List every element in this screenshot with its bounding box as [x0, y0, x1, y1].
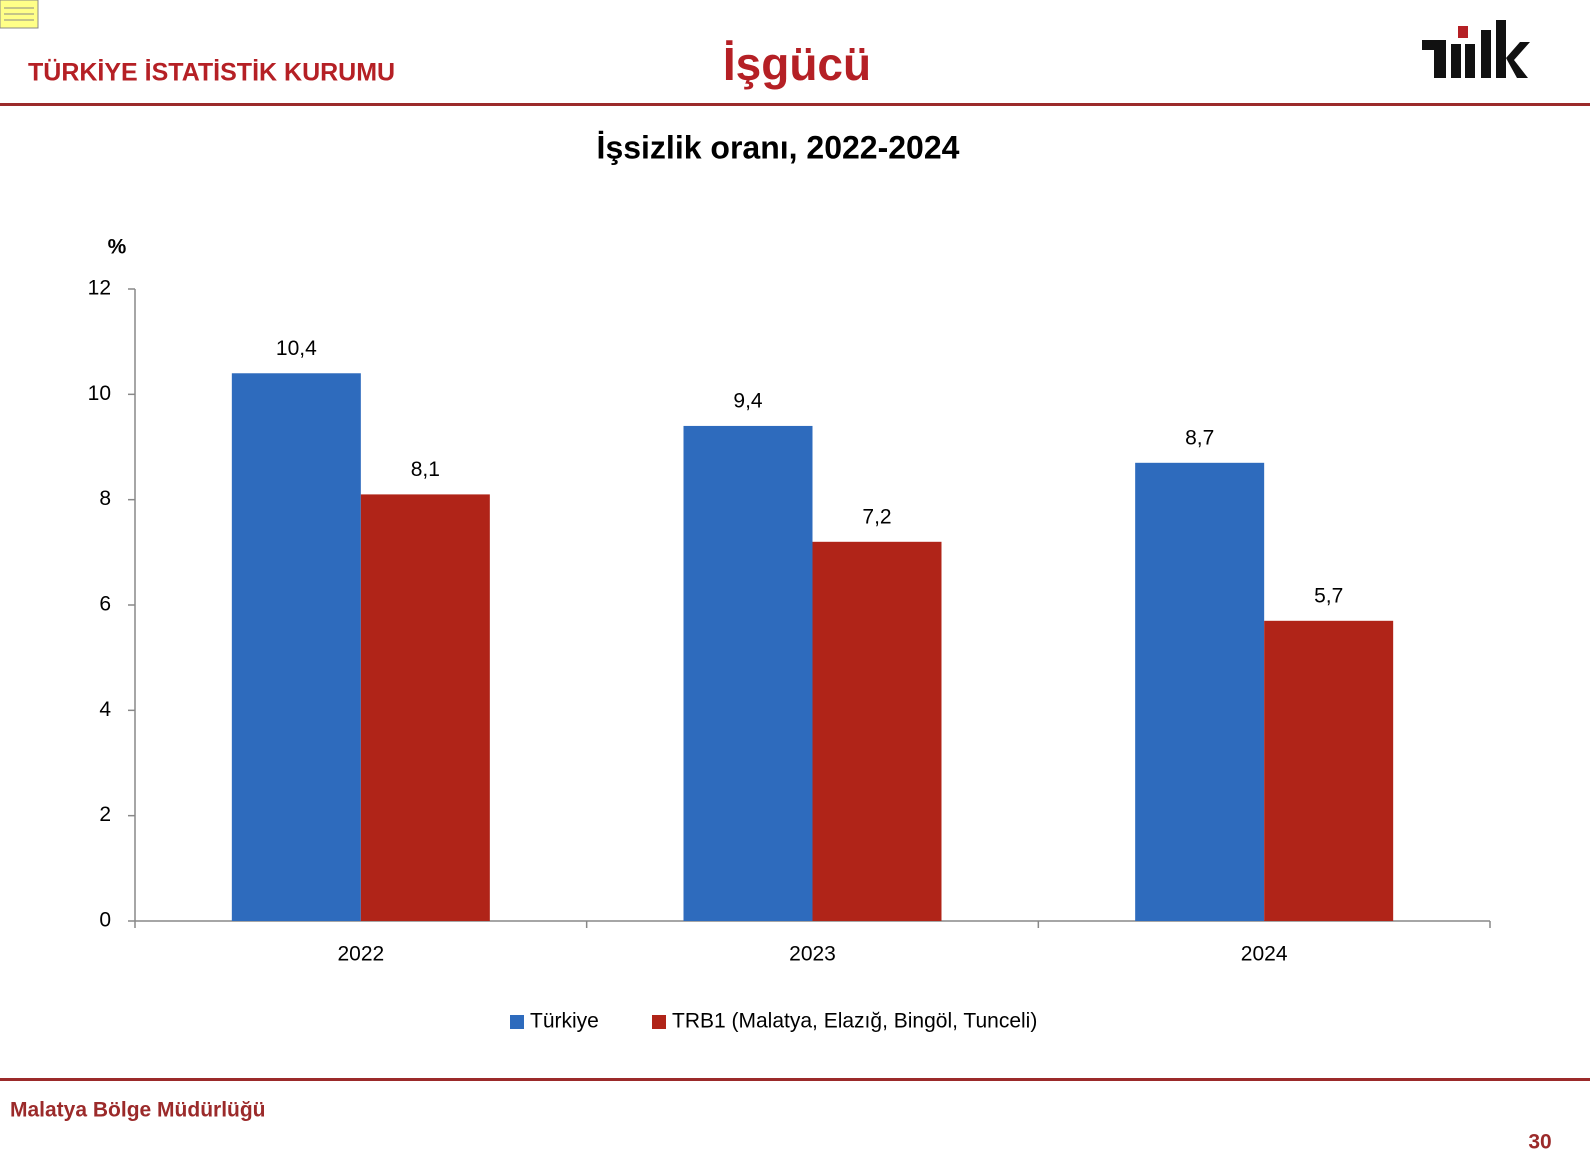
x-tick-label: 2024 [1241, 943, 1288, 966]
bar [683, 425, 813, 921]
logo-shape [1465, 44, 1475, 78]
y-tick-label: 6 [99, 593, 111, 616]
x-tick-label: 2023 [789, 943, 836, 966]
logo-shape [1506, 42, 1530, 78]
y-axis-label: % [108, 236, 127, 259]
y-tick-label: 12 [88, 277, 111, 300]
logo-shape [1451, 44, 1461, 78]
footer-office: Malatya Bölge Müdürlüğü [10, 1099, 266, 1122]
legend-swatch [510, 1015, 524, 1029]
value-label: 7,2 [862, 505, 891, 528]
organization: TÜRKİYE İSTATİSTİK KURUMU [28, 58, 395, 87]
bar [1264, 620, 1394, 921]
legend-label: Türkiye [530, 1010, 599, 1033]
value-label: 9,4 [733, 389, 763, 412]
x-tick-label: 2022 [337, 943, 384, 966]
bar [812, 541, 942, 921]
logo [1422, 20, 1530, 78]
legend-label: TRB1 (Malatya, Elazığ, Bingöl, Tunceli) [672, 1010, 1037, 1033]
legend-swatch [652, 1015, 666, 1029]
bar [360, 494, 490, 921]
value-label: 5,7 [1314, 584, 1343, 607]
value-label: 8,7 [1185, 426, 1214, 449]
y-tick-label: 8 [99, 487, 111, 510]
slide-title: İşgücü [723, 38, 871, 90]
y-tick-label: 4 [99, 698, 111, 721]
value-label: 10,4 [276, 337, 317, 360]
y-tick-label: 10 [88, 382, 111, 405]
header-rule [0, 103, 1590, 106]
page-number: 30 [1528, 1131, 1551, 1154]
footer-rule [0, 1078, 1590, 1081]
chart-title: İşsizlik oranı, 2022-2024 [597, 129, 960, 165]
logo-shape [1481, 30, 1491, 78]
logo-shape [1496, 20, 1506, 78]
bar [231, 373, 361, 921]
y-tick-label: 0 [99, 909, 111, 932]
logo-shape [1434, 40, 1446, 78]
y-tick-label: 2 [99, 803, 111, 826]
bar [1135, 462, 1265, 921]
note-icon [0, 0, 39, 29]
logo-shape [1458, 26, 1468, 38]
value-label: 8,1 [411, 458, 440, 481]
